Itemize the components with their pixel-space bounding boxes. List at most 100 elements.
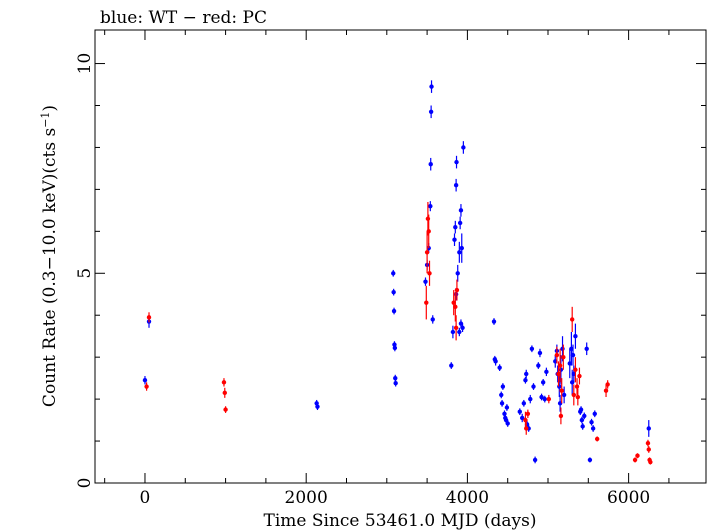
x-tick-label: 4000	[446, 488, 489, 508]
data-point	[449, 363, 454, 368]
data-point	[632, 457, 638, 463]
data-point	[561, 392, 567, 398]
data-point	[454, 287, 460, 293]
data-point	[594, 436, 600, 442]
y-axis-label: Count Rate (0.3−10.0 keV)(cts s−1)	[39, 105, 60, 407]
data-point	[391, 308, 397, 314]
series-wt	[142, 80, 651, 464]
data-point	[648, 459, 653, 465]
data-point	[646, 426, 651, 431]
data-point	[459, 245, 464, 251]
data-point	[423, 279, 428, 284]
data-point	[453, 224, 458, 230]
data-point	[532, 457, 538, 463]
data-point	[590, 426, 596, 431]
data-point	[457, 220, 463, 226]
data-point	[559, 388, 564, 393]
data-point	[502, 411, 507, 416]
data-point	[529, 346, 535, 351]
data-point	[460, 325, 465, 331]
data-point	[221, 380, 227, 385]
data-point	[587, 457, 593, 463]
data-point	[605, 382, 610, 387]
data-point	[558, 367, 564, 372]
data-point	[592, 411, 597, 416]
data-point	[453, 304, 458, 310]
data-point	[458, 208, 464, 213]
data-point	[453, 182, 459, 188]
data-point	[500, 384, 506, 389]
data-point	[520, 415, 525, 421]
data-point	[499, 392, 504, 398]
data-point	[569, 317, 575, 322]
data-point	[524, 426, 529, 431]
data-point	[428, 203, 433, 209]
x-axis: 0 2000 4000 6000	[104, 30, 670, 508]
data-point	[575, 394, 581, 400]
data-point	[646, 447, 651, 452]
data-point	[392, 342, 397, 347]
data-point	[499, 401, 505, 406]
data-point	[144, 384, 149, 389]
data-point	[453, 325, 459, 331]
x-tick-label: 0	[140, 488, 151, 508]
x-axis-label: Time Since 53461.0 MJD (days)	[264, 511, 537, 531]
data-point	[537, 350, 543, 356]
data-point	[558, 413, 564, 419]
data-point	[584, 346, 589, 351]
data-point	[393, 380, 398, 386]
data-point	[542, 396, 547, 402]
data-point	[425, 216, 431, 221]
data-point	[580, 424, 585, 429]
data-point	[578, 407, 584, 412]
data-point	[570, 352, 576, 358]
data-point	[573, 333, 578, 339]
data-point	[453, 292, 459, 297]
y-tick-label: 0	[75, 478, 95, 489]
data-point	[461, 145, 466, 150]
data-point	[427, 271, 432, 276]
data-point	[505, 421, 510, 426]
data-point	[540, 380, 546, 385]
data-point	[531, 384, 536, 389]
data-point	[452, 237, 457, 242]
data-point	[539, 394, 544, 400]
data-point	[315, 404, 320, 409]
data-point	[430, 317, 435, 322]
data-point	[582, 413, 587, 419]
data-point	[454, 159, 459, 165]
data-point	[493, 359, 498, 364]
data-point	[429, 84, 434, 89]
data-point	[457, 250, 462, 255]
data-point	[523, 417, 528, 423]
y-tick-label: 10	[75, 53, 95, 75]
data-point	[428, 109, 434, 114]
x-tick-label: 6000	[607, 488, 650, 508]
data-point	[146, 315, 152, 320]
data-point	[455, 271, 460, 276]
y-axis-label-main: Count Rate (0.3−10.0 keV)(cts s	[40, 128, 60, 407]
data-point	[517, 409, 522, 414]
data-point	[524, 371, 529, 377]
data-point	[521, 401, 527, 406]
data-point	[523, 378, 528, 383]
data-point	[142, 378, 148, 383]
y-axis-label-close: )	[40, 105, 60, 112]
data-point	[536, 363, 541, 368]
data-point	[579, 417, 585, 423]
data-point	[450, 329, 456, 335]
data-point	[546, 396, 552, 402]
x-tick-label: 2000	[285, 488, 328, 508]
data-point	[603, 388, 609, 393]
plot-frame	[94, 29, 707, 484]
data-point	[393, 375, 398, 381]
data-point	[504, 405, 510, 410]
data-point	[557, 363, 563, 368]
data-point	[573, 367, 578, 372]
data-point	[497, 365, 502, 370]
y-axis-label-exponent: −1	[39, 112, 52, 128]
data-point	[426, 229, 431, 234]
data-point	[577, 373, 582, 379]
data-point	[391, 271, 396, 276]
